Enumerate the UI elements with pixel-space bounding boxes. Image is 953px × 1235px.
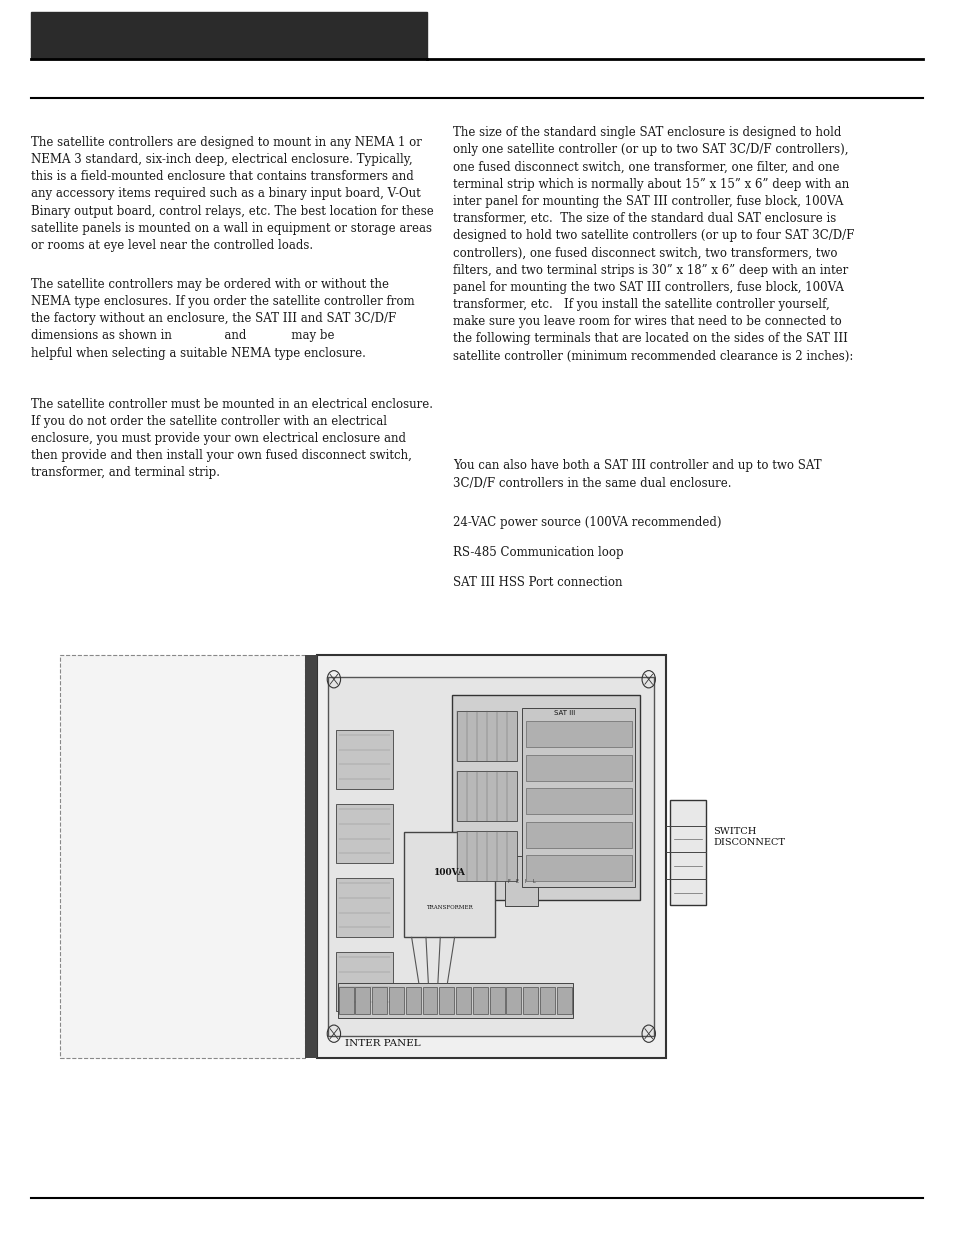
Text: You can also have both a SAT III controller and up to two SAT
3C/D/F controllers: You can also have both a SAT III control…: [453, 459, 821, 489]
Bar: [389, 987, 403, 1014]
Bar: [405, 987, 420, 1014]
Text: The satellite controller must be mounted in an electrical enclosure.
If you do n: The satellite controller must be mounted…: [31, 398, 433, 479]
Text: F: F: [507, 878, 510, 884]
Bar: [355, 987, 370, 1014]
Bar: [338, 987, 354, 1014]
Bar: [337, 983, 572, 1018]
Bar: [335, 804, 393, 863]
Text: TRANSFORMER: TRANSFORMER: [426, 905, 473, 910]
Bar: [669, 800, 705, 905]
Text: The size of the standard single SAT enclosure is designed to hold
only one satel: The size of the standard single SAT encl…: [453, 126, 854, 363]
Bar: [456, 987, 471, 1014]
Text: 24-VAC power source (100VA recommended): 24-VAC power source (100VA recommended): [453, 516, 720, 530]
Text: SWITCH
DISCONNECT: SWITCH DISCONNECT: [713, 826, 784, 847]
Text: RS-485 Communication loop: RS-485 Communication loop: [453, 546, 623, 559]
Bar: [456, 831, 517, 881]
Bar: [60, 655, 305, 1058]
Bar: [316, 655, 665, 1058]
Bar: [525, 821, 631, 847]
Bar: [328, 677, 654, 1036]
Bar: [335, 952, 393, 1011]
Text: I: I: [524, 878, 526, 884]
Bar: [31, 12, 427, 59]
Bar: [525, 721, 631, 747]
Bar: [525, 855, 631, 881]
Bar: [557, 987, 571, 1014]
Text: SAT III HSS Port connection: SAT III HSS Port connection: [453, 576, 622, 589]
Bar: [506, 987, 520, 1014]
Bar: [404, 832, 495, 937]
Text: E: E: [515, 878, 518, 884]
Bar: [335, 730, 393, 789]
Bar: [372, 987, 387, 1014]
Bar: [473, 987, 487, 1014]
Bar: [335, 878, 393, 937]
Bar: [525, 788, 631, 814]
Bar: [521, 708, 635, 887]
Bar: [525, 755, 631, 781]
Text: The satellite controllers may be ordered with or without the
NEMA type enclosure: The satellite controllers may be ordered…: [31, 278, 415, 359]
Bar: [452, 695, 639, 899]
Text: SAT III: SAT III: [554, 710, 575, 716]
Bar: [489, 987, 504, 1014]
Text: 100VA: 100VA: [434, 868, 465, 877]
Bar: [539, 987, 555, 1014]
Text: The satellite controllers are designed to mount in any NEMA 1 or
NEMA 3 standard: The satellite controllers are designed t…: [31, 136, 434, 252]
Bar: [504, 857, 537, 906]
Bar: [422, 987, 437, 1014]
Bar: [522, 987, 537, 1014]
Bar: [439, 987, 454, 1014]
Text: INTER PANEL: INTER PANEL: [345, 1039, 420, 1049]
Bar: [456, 711, 517, 761]
Text: L: L: [532, 878, 535, 884]
Bar: [305, 655, 316, 1058]
Bar: [456, 771, 517, 821]
